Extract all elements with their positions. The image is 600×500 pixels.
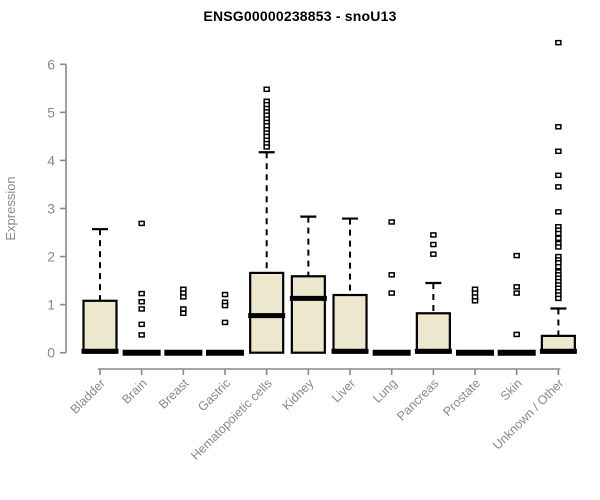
outlier-point: [555, 172, 562, 179]
outlier-point: [221, 291, 229, 298]
outlier-point: [221, 302, 229, 309]
x-tick-label: Lung: [370, 376, 400, 406]
outlier-point: [555, 230, 562, 237]
outlier-point: [180, 310, 187, 317]
outlier-point: [138, 332, 145, 338]
x-tick-label: Skin: [498, 376, 525, 403]
outlier-point: [263, 86, 270, 93]
outlier-point: [555, 39, 562, 46]
outlier-point: [555, 209, 562, 215]
outlier-point: [513, 284, 520, 290]
outlier-point: [388, 219, 395, 225]
outlier-point: [388, 290, 395, 296]
x-tick-label: Gastric: [195, 376, 233, 414]
x-tick-label: Kidney: [280, 376, 317, 413]
outlier-point: [513, 252, 520, 259]
x-tick-label: Bladder: [68, 376, 108, 416]
box-iqr: [82, 299, 118, 354]
x-tick-label: Prostate: [440, 376, 483, 419]
x-tick-label: Pancreas: [394, 376, 441, 423]
box-iqr: [415, 312, 451, 354]
x-tick-label: Brain: [119, 376, 150, 407]
x-tick-label: Liver: [329, 376, 358, 405]
outlier-point: [555, 148, 562, 155]
outlier-point: [513, 290, 520, 296]
outlier-point: [430, 241, 437, 248]
outlier-point: [430, 232, 437, 238]
box-iqr: [290, 275, 326, 354]
outlier-point: [138, 321, 145, 328]
y-tick-label: 5: [47, 104, 55, 120]
y-tick-label: 3: [47, 200, 55, 216]
y-axis-title: Expression: [3, 176, 18, 240]
box-iqr: [332, 293, 368, 354]
outlier-point: [430, 251, 437, 257]
outlier-point: [138, 290, 145, 297]
y-tick-label: 4: [47, 152, 55, 168]
outlier-point: [221, 319, 229, 326]
y-tick-label: 2: [47, 249, 55, 265]
outlier-point: [555, 263, 562, 270]
outlier-point: [263, 144, 270, 150]
outlier-point: [180, 306, 187, 312]
outlier-point: [471, 298, 479, 304]
outlier-point: [555, 235, 562, 242]
outlier-point: [138, 298, 145, 305]
outlier-point: [513, 331, 520, 338]
outlier-point: [555, 184, 562, 190]
outlier-point: [138, 306, 145, 312]
chart-title: ENSG00000238853 - snoU13: [203, 8, 397, 24]
y-tick-label: 6: [47, 56, 55, 72]
x-tick-label: Unknown / Other: [490, 376, 566, 452]
y-tick-label: 0: [47, 345, 55, 361]
x-tick-label: Hematopoietic cells: [188, 376, 275, 463]
x-tick-label: Breast: [156, 376, 192, 412]
box-iqr: [249, 271, 285, 354]
outlier-point: [555, 124, 562, 130]
y-tick-label: 1: [47, 297, 55, 313]
outlier-point: [388, 272, 395, 278]
outlier-point: [180, 294, 187, 300]
outlier-point: [555, 244, 562, 250]
outlier-point: [555, 295, 562, 302]
outlier-point: [138, 220, 145, 227]
